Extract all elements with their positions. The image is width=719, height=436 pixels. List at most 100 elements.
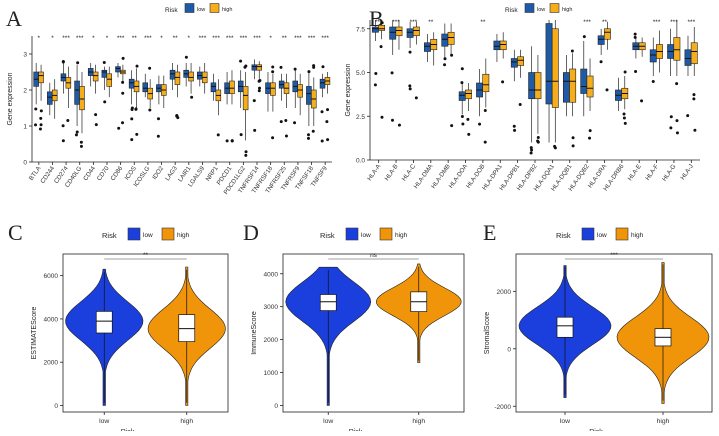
x-tick-label: CD70 bbox=[96, 165, 111, 182]
legend-swatch-high bbox=[549, 3, 560, 13]
box-low bbox=[95, 311, 113, 334]
y-tick-label: 6000 bbox=[44, 273, 59, 280]
panel-D-plot: 01000200030004000ImmuneScorelowhighnsRis… bbox=[251, 252, 465, 436]
legend-label-high: high bbox=[222, 7, 232, 13]
x-tick-label: low bbox=[560, 418, 570, 425]
outlier-point bbox=[239, 133, 243, 137]
outlier-point bbox=[633, 35, 637, 39]
box-high bbox=[242, 86, 249, 111]
significance-label: ** bbox=[173, 35, 179, 42]
box-low bbox=[389, 26, 397, 40]
box-low bbox=[458, 91, 466, 101]
outlier-point bbox=[94, 123, 98, 127]
significance-label: *** bbox=[392, 19, 400, 26]
outlier-point bbox=[306, 133, 310, 137]
outlier-point bbox=[408, 87, 412, 91]
box-low bbox=[510, 58, 518, 68]
x-tick-label: CD86 bbox=[109, 165, 124, 182]
significance-label: *** bbox=[226, 35, 234, 42]
outlier-point bbox=[320, 139, 324, 143]
outlier-point bbox=[156, 117, 160, 121]
y-axis-title: ESTIMATEScore bbox=[31, 307, 38, 360]
outlier-point bbox=[239, 59, 243, 63]
panel-letter-d: D bbox=[243, 220, 259, 245]
outlier-point bbox=[669, 115, 673, 119]
legend: Risk low high bbox=[102, 227, 190, 241]
outlier-point bbox=[130, 107, 134, 111]
significance-label: *** bbox=[253, 35, 261, 42]
outlier-point bbox=[530, 148, 534, 152]
legend: Risk low high bbox=[165, 3, 232, 14]
legend-title: Risk bbox=[320, 231, 335, 240]
outlier-point bbox=[373, 83, 377, 87]
outlier-point bbox=[397, 123, 401, 127]
outlier-point bbox=[692, 93, 696, 97]
outlier-point bbox=[244, 64, 248, 68]
y-tick-label: 0 bbox=[23, 160, 27, 167]
outlier-point bbox=[38, 127, 42, 131]
outlier-point bbox=[478, 122, 482, 126]
outlier-point bbox=[623, 70, 627, 74]
outlier-point bbox=[311, 129, 315, 133]
outlier-point bbox=[156, 134, 160, 138]
outlier-point bbox=[293, 67, 297, 71]
y-tick-label: 7.5 bbox=[356, 26, 365, 33]
outlier-point bbox=[651, 79, 655, 83]
legend-swatch-high bbox=[615, 227, 629, 241]
outlier-point bbox=[121, 121, 125, 125]
significance-label: *** bbox=[670, 19, 678, 26]
outlier-point bbox=[121, 56, 125, 60]
box-high bbox=[106, 73, 113, 87]
significance-label: ns bbox=[370, 252, 378, 259]
y-tick-label: 0 bbox=[507, 346, 511, 353]
significance-label: *** bbox=[610, 252, 618, 259]
outlier-point bbox=[529, 151, 533, 155]
outlier-point bbox=[571, 144, 575, 148]
outlier-point bbox=[529, 146, 533, 150]
outlier-point bbox=[501, 80, 505, 84]
outlier-point bbox=[271, 136, 275, 140]
outlier-point bbox=[599, 60, 603, 64]
outlier-point bbox=[79, 140, 83, 144]
outlier-point bbox=[374, 72, 378, 76]
box-low bbox=[545, 23, 553, 105]
outlier-point bbox=[512, 124, 516, 128]
legend-label-low: low bbox=[597, 232, 607, 239]
outlier-point bbox=[184, 55, 188, 59]
box-low bbox=[556, 316, 574, 338]
legend-title: Risk bbox=[505, 7, 518, 14]
box-high bbox=[499, 40, 507, 51]
outlier-point bbox=[76, 61, 80, 65]
significance-label: *** bbox=[410, 19, 418, 26]
box-low bbox=[371, 26, 379, 33]
box-low bbox=[424, 42, 431, 52]
outlier-point bbox=[134, 107, 138, 111]
outlier-point bbox=[536, 139, 540, 143]
outlier-point bbox=[216, 133, 220, 137]
y-axis-title: Gene expression bbox=[7, 72, 14, 125]
outlier-point bbox=[284, 134, 288, 138]
outlier-point bbox=[320, 110, 324, 114]
outlier-point bbox=[39, 123, 43, 127]
outlier-point bbox=[588, 136, 592, 140]
box-high bbox=[79, 86, 85, 111]
box-low bbox=[597, 35, 605, 45]
y-tick-label: 3000 bbox=[264, 304, 279, 311]
significance-label: *** bbox=[583, 19, 591, 26]
y-tick-label: -2000 bbox=[494, 404, 511, 411]
significance-label: * bbox=[92, 35, 95, 42]
legend-swatch-low bbox=[524, 3, 535, 13]
significance-label: *** bbox=[199, 35, 207, 42]
box-high bbox=[551, 28, 559, 108]
y-tick-label: 0 bbox=[274, 403, 278, 410]
x-tick-label: HLA-F bbox=[644, 163, 660, 182]
outlier-point bbox=[306, 136, 310, 140]
box-low bbox=[210, 82, 217, 93]
outlier-point bbox=[633, 32, 637, 36]
outlier-point bbox=[460, 67, 464, 71]
outlier-point bbox=[414, 96, 418, 100]
outlier-point bbox=[66, 118, 70, 122]
outlier-point bbox=[103, 100, 107, 104]
